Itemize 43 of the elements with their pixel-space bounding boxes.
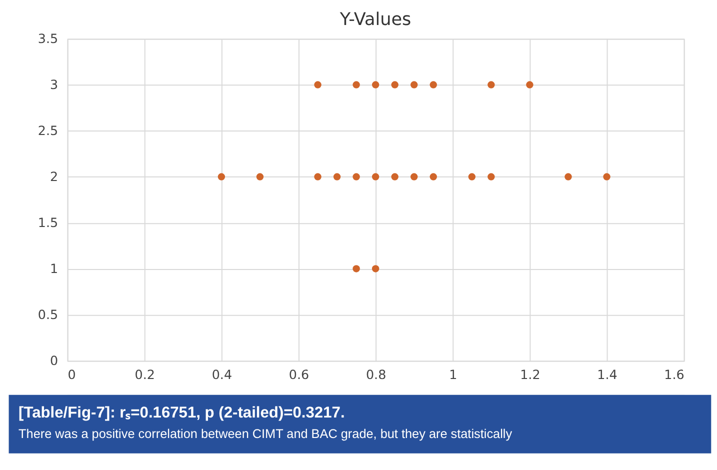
point [314,173,322,180]
point [564,173,572,180]
point [488,81,495,88]
y-tick-label: 1 [50,261,58,276]
chart-title: Y-Values [338,10,412,30]
point [468,173,476,180]
point [488,173,495,180]
text: There was a positive correlation between CIMT and BAC grade, but they are statistically [18,426,513,441]
x-tick-label: 0 [68,366,76,382]
point [314,81,322,88]
point [410,81,418,88]
y-tick-label: 3.5 [38,31,58,46]
point [526,81,534,88]
y-tick-label: 2 [50,169,58,184]
x-tick-label: 0.2 [134,366,155,382]
x-tick-label: 0.8 [366,366,386,382]
point [352,173,360,180]
point [430,173,437,180]
x-tick-label: 1.4 [597,366,618,382]
point [391,81,398,88]
point [410,173,418,180]
point [352,81,360,88]
point [372,173,380,180]
point [430,81,437,88]
point [333,173,341,180]
point [372,81,380,88]
x-tick-label: 1.2 [520,366,540,382]
point [218,173,226,180]
text: [Table/Fig-7]: rₛ=0.16751, p (2-tailed)=0.3217. [18,404,345,422]
x-tick-label: 0.6 [288,366,310,382]
point [372,265,380,272]
y-tick-label: 3 [50,77,58,92]
x-tick-label: 1.6 [664,366,684,382]
point [256,173,264,180]
y-tick-label: 2.5 [38,123,58,138]
x-tick-label: 1 [449,366,458,382]
point [352,265,360,272]
point [603,173,610,180]
y-tick-label: 0.5 [38,307,58,322]
y-tick-label: 0 [50,353,58,368]
y-tick-label: 1.5 [38,215,58,230]
x-tick-label: 0.4 [212,366,232,382]
point [391,173,398,180]
